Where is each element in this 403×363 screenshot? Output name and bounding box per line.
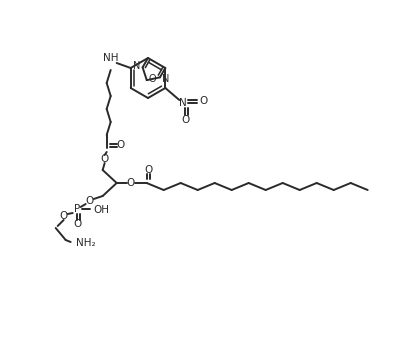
Text: O: O xyxy=(149,74,157,84)
Text: O: O xyxy=(199,96,208,106)
Text: O: O xyxy=(74,219,82,229)
Text: O: O xyxy=(181,115,189,125)
Text: OH: OH xyxy=(93,205,110,215)
Text: NH₂: NH₂ xyxy=(76,238,95,248)
Text: O: O xyxy=(145,165,153,175)
Text: NH: NH xyxy=(103,53,118,63)
Text: N: N xyxy=(162,74,170,84)
Text: O: O xyxy=(85,196,94,206)
Text: N: N xyxy=(179,98,187,108)
Text: N: N xyxy=(133,61,140,72)
Text: P: P xyxy=(74,204,80,214)
Text: O: O xyxy=(116,140,125,150)
Text: O: O xyxy=(127,178,135,188)
Text: O: O xyxy=(101,154,109,164)
Text: O: O xyxy=(60,211,68,221)
